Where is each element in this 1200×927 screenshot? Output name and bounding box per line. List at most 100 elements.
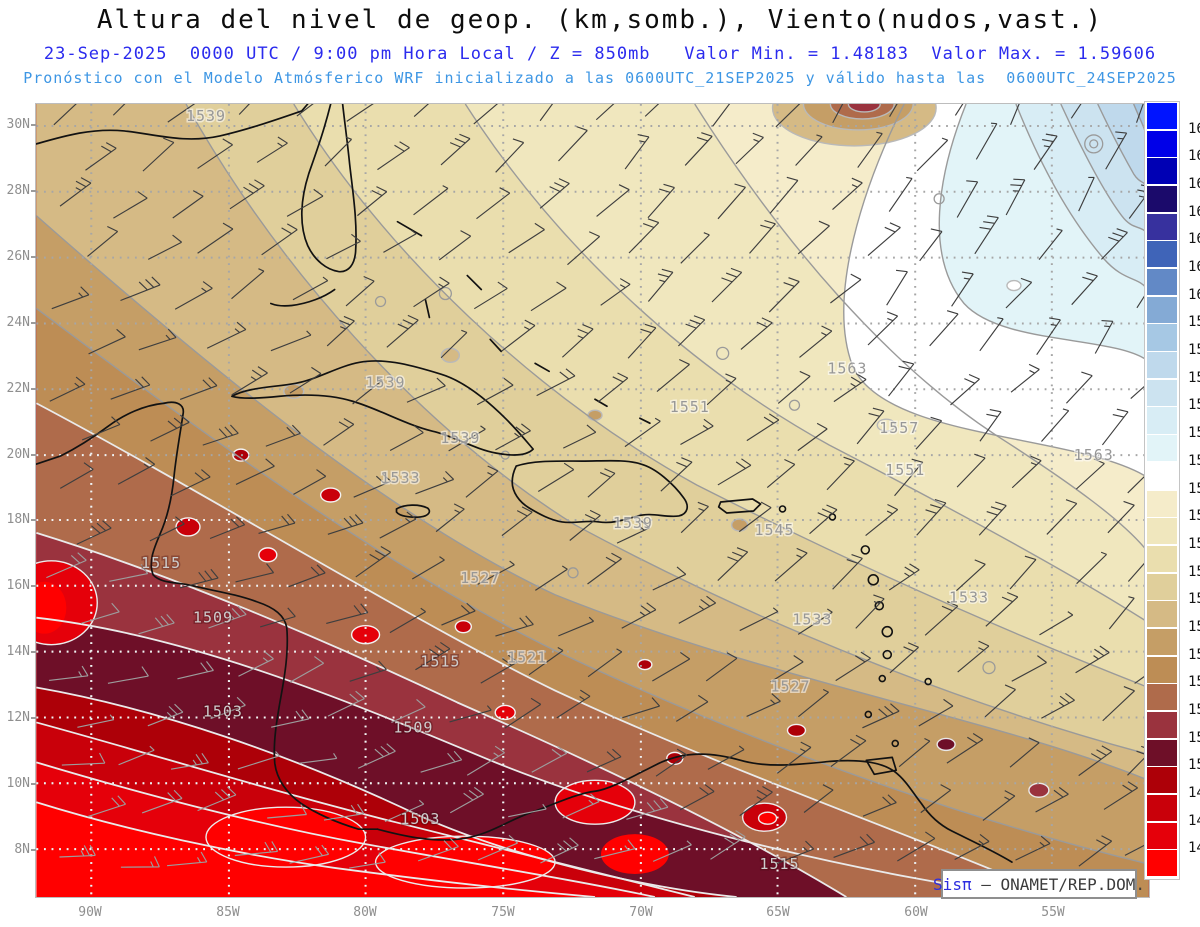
colorbar-swatch [1147,822,1177,849]
svg-text:1521: 1521 [507,649,547,667]
lat-tick-mark [31,717,36,720]
colorbar-level-label: 1551 [1188,535,1200,552]
lon-tick-label: 85W [216,905,240,920]
model-info-line: Pronóstico con el Modelo Atmósferico WRF… [23,69,1177,87]
lon-tick-label: 90W [78,905,102,920]
colorbar-swatch [1147,241,1177,268]
svg-text:1527: 1527 [770,678,810,696]
svg-text:1545: 1545 [755,521,795,539]
forecast-datetime-line: 23-Sep-2025 0000 UTC / 9:00 pm Hora Loca… [43,44,1157,64]
colorbar-level-label: 1569 [1188,452,1200,469]
attribution-org: — ONAMET/REP.DOM. [971,874,1145,894]
attribution-box: Sisπ — ONAMET/REP.DOM. [933,869,1145,899]
colorbar-swatch [1147,213,1177,240]
lat-tick-mark [31,189,36,192]
lat-tick-mark [31,519,36,522]
colorbar-level-label: 1623 [1188,203,1200,220]
colorbar-labels: 1641 1635 1629 1623 1617 1611 1605 1599 1593 1587… [1188,101,1200,880]
svg-text:1551: 1551 [885,461,925,479]
svg-text:1509: 1509 [393,718,433,736]
colorbar-level-label: 1545 [1188,563,1200,580]
colorbar-swatch [1147,130,1177,157]
colorbar-level-label: 1539 [1188,591,1200,608]
chart-title: Altura del nivel de geop. (km,somb.), Vi… [96,5,1104,35]
colorbar-level-label: 1641 [1188,120,1200,137]
colorbar-level-label: 1587 [1188,369,1200,386]
svg-text:1503: 1503 [400,810,440,828]
colorbar-swatch [1147,103,1177,130]
colorbar-level-label: 1611 [1188,259,1200,276]
lat-tick-label: 12N [6,710,30,726]
colorbar-swatch [1147,407,1177,434]
lat-tick-label: 22N [6,380,30,396]
lat-tick-label: 26N [6,248,30,264]
colorbar-swatch [1147,573,1177,600]
svg-text:1539: 1539 [613,514,653,532]
colorbar-swatch [1147,518,1177,545]
colorbar-level-label: 1509 [1188,729,1200,746]
lon-tick-label: 70W [629,905,653,920]
lat-tick-label: 30N [6,117,30,132]
lat-tick-label: 24N [6,314,30,330]
colorbar-swatch [1147,186,1177,213]
svg-text:1515: 1515 [760,855,800,873]
colorbar-swatch [1147,711,1177,738]
lat-tick-mark [31,848,36,851]
lat-tick-mark [31,255,36,258]
colorbar-swatch [1147,269,1177,296]
colorbar-level-label: 1521 [1188,674,1200,691]
colorbar-level-label: 1533 [1188,618,1200,635]
map-area: 1539 1563 1551 1557 1551 1563 1539 1539 1533 1539… [35,103,1150,898]
colorbar-swatch [1147,158,1177,185]
colorbar-level-label: 1599 [1188,314,1200,331]
wind-barbs [46,104,1149,869]
svg-text:1539: 1539 [186,107,226,125]
colorbar-swatch [1147,545,1177,572]
colorbar-level-label: 1629 [1188,176,1200,193]
lat-tick-label: 16N [6,578,30,594]
svg-text:1551: 1551 [670,398,710,416]
svg-text:1527: 1527 [460,569,500,587]
colorbar-swatch [1147,352,1177,379]
colorbar-swatch [1147,324,1177,351]
colorbar-swatch [1147,656,1177,683]
colorbar-swatch [1147,296,1177,323]
lat-tick-mark [31,585,36,588]
lat-tick-mark [31,387,36,390]
svg-text:1515: 1515 [141,554,181,572]
lat-tick-label: 18N [6,512,30,528]
attribution-brand: Sisπ [933,874,972,894]
svg-text:1563: 1563 [1074,446,1114,464]
lat-tick-label: 20N [6,446,30,462]
colorbar-level-label: 1515 [1188,701,1200,718]
lon-tick-label: 55W [1041,905,1065,920]
svg-text:1539: 1539 [440,429,480,447]
colorbar-swatch [1147,628,1177,655]
lat-tick-mark [31,453,36,456]
contour-lines [36,104,1149,897]
colorbar-level-label: 1635 [1188,148,1200,165]
contour-bands [36,104,1149,897]
colorbar-swatch [1147,462,1177,489]
colorbar-swatch [1147,684,1177,711]
lon-tick-label: 80W [353,905,377,920]
colorbar-level-label: 1557 [1188,508,1200,525]
svg-text:1515: 1515 [420,653,460,671]
lon-tick-label: 75W [491,905,515,920]
colorbar-level-label: 1503 [1188,757,1200,774]
colorbar-level-label: 1581 [1188,397,1200,414]
colorbar-level-label: 1605 [1188,286,1200,303]
svg-text:1503: 1503 [203,702,243,720]
lat-tick-label: 8N [14,841,30,857]
colorbar-level-label: 1593 [1188,342,1200,359]
lat-tick-mark [31,321,36,324]
svg-text:1533: 1533 [949,589,989,607]
colorbar-swatch [1147,379,1177,406]
lat-tick-mark [31,124,36,126]
svg-text:1539: 1539 [366,373,406,391]
svg-text:1533: 1533 [380,469,420,487]
colorbar-swatch [1147,850,1177,877]
contour-labels: 1539 1563 1551 1557 1551 1563 1539 1539 1533 1539… [140,105,1115,874]
colorbar-level-label: 1563 [1188,480,1200,497]
